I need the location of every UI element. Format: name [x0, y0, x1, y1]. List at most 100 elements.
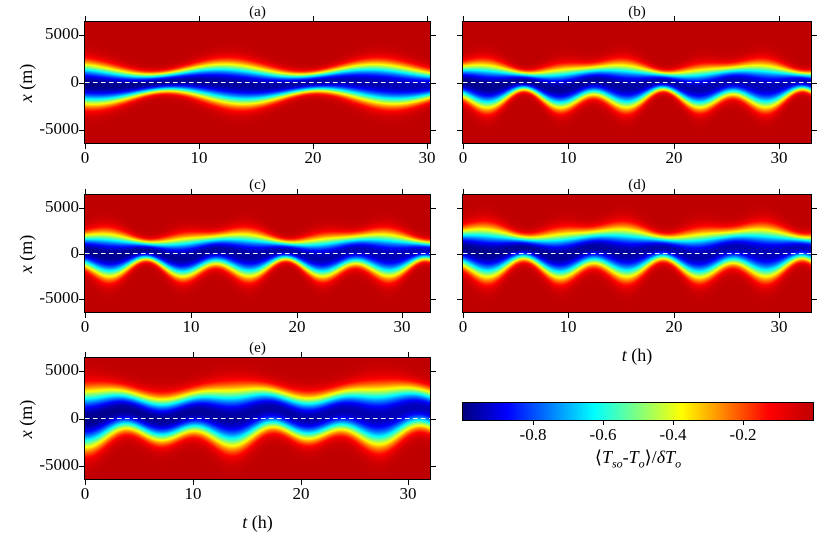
tick-mark [674, 144, 675, 149]
tick-mark [457, 35, 462, 36]
label-segment: o [638, 456, 645, 471]
tick-mark [431, 371, 436, 372]
heatmap-panel-d: (d) 0 10 20 30 [457, 177, 817, 336]
tick-mark [603, 421, 604, 425]
colorbar-tick-label: -0.6 [589, 425, 617, 444]
tick-mark [79, 83, 84, 84]
tick-mark [79, 208, 84, 209]
tick-mark [85, 352, 86, 357]
tick-mark [457, 130, 462, 131]
x-tick-label: 0 [458, 148, 468, 167]
colorbar-tick-label: -0.4 [659, 425, 687, 444]
y-tick-label: 0 [70, 243, 80, 262]
heatmap-panel-a: (a) x (m) 0 10 20 30 5000 0 -5000 [16, 4, 436, 167]
x-tick-label: 20 [304, 148, 322, 167]
tick-mark [812, 35, 817, 36]
label-segment: T [628, 447, 639, 467]
label-segment: (h) [626, 345, 653, 365]
tick-mark [457, 254, 462, 255]
tick-mark [199, 144, 200, 149]
tick-mark [193, 480, 194, 485]
heatmap-canvas-a [84, 21, 431, 144]
label-segment: x [16, 264, 36, 273]
y-tick-label: -5000 [39, 119, 79, 138]
tick-mark [812, 254, 817, 255]
tick-mark [431, 419, 436, 420]
tick-mark [431, 299, 436, 300]
heatmap-canvas-b [462, 21, 812, 144]
tick-mark [812, 299, 817, 300]
tick-mark [193, 352, 194, 357]
y-tick-label: 5000 [45, 360, 79, 379]
x-tick-label: 30 [770, 317, 788, 336]
x-tick-label: 0 [80, 317, 90, 336]
tick-mark [85, 189, 86, 194]
label-segment: T [601, 447, 612, 467]
tick-mark [673, 421, 674, 425]
panel-title-c: (c) [249, 177, 266, 193]
tick-mark [431, 83, 436, 84]
tick-mark [301, 352, 302, 357]
tick-mark [427, 144, 428, 149]
tick-mark [431, 466, 436, 467]
tick-mark [431, 35, 436, 36]
tick-mark [743, 421, 744, 425]
label-segment: (h) [247, 512, 273, 532]
y-tick-label: 0 [70, 408, 80, 427]
heatmap-panel-c: (c) x (m) 0 10 20 30 5000 0 -5000 [16, 177, 436, 336]
tick-mark [568, 313, 569, 318]
x-tick-label: 30 [770, 148, 788, 167]
tick-mark [79, 299, 84, 300]
y-tick-label: 5000 [45, 24, 79, 43]
tick-mark [85, 313, 86, 318]
x-axis-label: t (h) [85, 510, 430, 534]
tick-mark [79, 419, 84, 420]
tick-mark [568, 144, 569, 149]
colorbar-gradient [462, 402, 814, 421]
tick-mark [85, 16, 86, 21]
tick-mark [431, 208, 436, 209]
tick-mark [79, 35, 84, 36]
label-segment: x [16, 93, 36, 102]
tick-mark [79, 254, 84, 255]
label-segment: ⟩ [644, 447, 652, 467]
tick-mark [191, 313, 192, 318]
tick-mark [79, 130, 84, 131]
heatmap-canvas-c [84, 194, 431, 313]
tick-mark [457, 208, 462, 209]
tick-mark [408, 352, 409, 357]
x-tick-label: 30 [393, 317, 411, 336]
tick-mark [85, 480, 86, 485]
tick-mark [674, 189, 675, 194]
tick-mark [779, 313, 780, 318]
tick-mark [674, 16, 675, 21]
heatmap-canvas-d [462, 194, 812, 313]
tick-mark [297, 313, 298, 318]
y-tick-label: -5000 [39, 288, 79, 307]
x-tick-label: 10 [190, 148, 208, 167]
y-tick-label: 0 [70, 72, 80, 91]
tick-mark [408, 480, 409, 485]
x-tick-label: 0 [80, 484, 90, 503]
tick-mark [457, 299, 462, 300]
x-tick-label: 20 [292, 484, 310, 503]
x-tick-label: 10 [184, 484, 202, 503]
x-tick-label: 30 [418, 148, 436, 167]
tick-mark [779, 144, 780, 149]
tick-mark [568, 189, 569, 194]
tick-mark [812, 208, 817, 209]
tick-mark [779, 16, 780, 21]
x-tick-label: 10 [182, 317, 200, 336]
tick-mark [463, 189, 464, 194]
tick-mark [199, 16, 200, 21]
tick-mark [427, 16, 428, 21]
label-segment: o [675, 456, 682, 471]
label-segment: t [621, 345, 627, 365]
label-segment: t [242, 512, 248, 532]
tick-mark [85, 144, 86, 149]
x-axis-label: t (h) [463, 343, 811, 367]
x-tick-label: 0 [80, 148, 90, 167]
tick-mark [674, 313, 675, 318]
y-tick-label: -5000 [39, 455, 79, 474]
